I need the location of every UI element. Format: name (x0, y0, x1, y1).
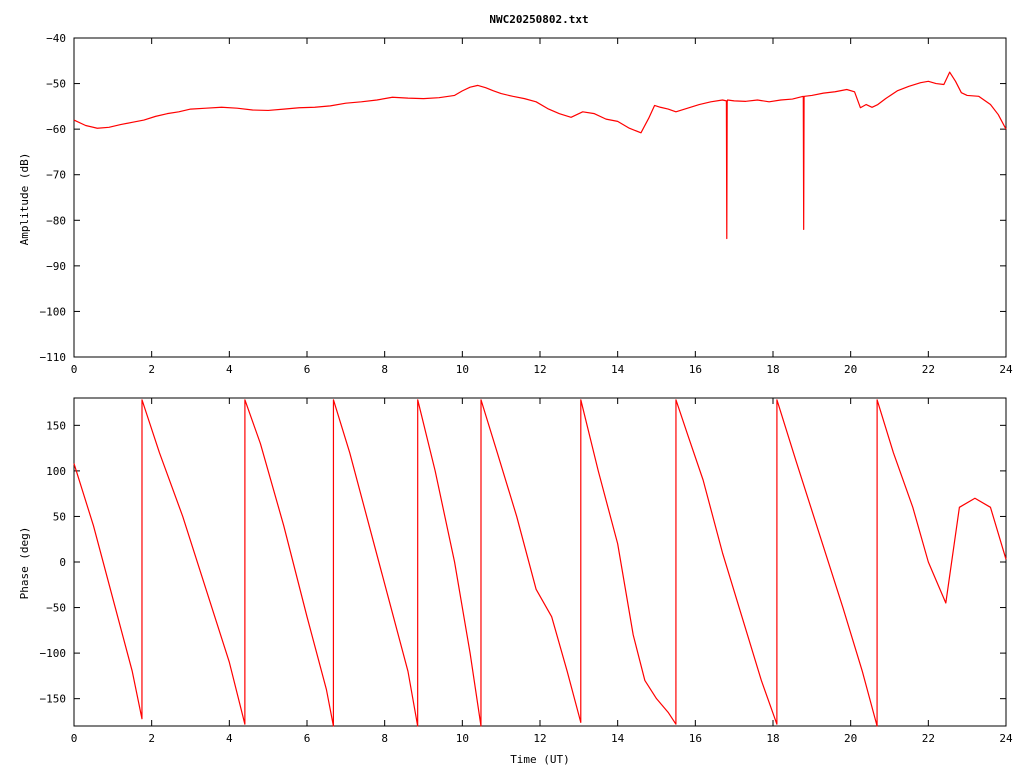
phase-y-tick-label: −150 (40, 693, 67, 706)
phase-plot-frame (73, 397, 1007, 727)
amplitude-y-tick-label: −90 (46, 260, 66, 273)
amplitude-y-tick-label: −60 (46, 123, 66, 136)
phase-x-tick-label: 12 (533, 732, 546, 745)
phase-y-tick-label: 50 (53, 510, 66, 523)
amplitude-y-tick-label: −50 (46, 78, 66, 91)
phase-y-tick-label: 150 (46, 419, 66, 432)
phase-y-tick-label: −100 (40, 647, 67, 660)
phase-x-tick-label: 10 (456, 732, 469, 745)
phase-x-tick-label: 14 (611, 732, 625, 745)
phase-x-tick-label: 4 (226, 732, 233, 745)
amplitude-x-tick-label: 20 (844, 363, 857, 376)
amplitude-plot-frame (73, 37, 1007, 358)
amplitude-y-tick-label: −110 (40, 351, 67, 364)
phase-y-axis-label: Phase (deg) (18, 527, 31, 600)
amplitude-x-tick-label: 16 (689, 363, 702, 376)
phase-series-line (73, 399, 1007, 727)
phase-x-tick-label: 8 (381, 732, 388, 745)
amplitude-x-tick-label: 14 (611, 363, 625, 376)
phase-panel: Phase (deg) Time (UT) 0 2 4 6 8 10 12 14 16 18 20 2… (18, 397, 1013, 766)
phase-x-axis-label: Time (UT) (510, 753, 570, 766)
amplitude-y-axis-label: Amplitude (dB) (18, 153, 31, 246)
phase-x-tick-label: 16 (689, 732, 702, 745)
amplitude-series-line (73, 71, 1007, 240)
amplitude-x-tick-label: 0 (71, 363, 78, 376)
phase-y-tick-label: 0 (59, 556, 66, 569)
amplitude-x-tick-label: 2 (148, 363, 155, 376)
amplitude-y-tick-label: −80 (46, 214, 66, 227)
phase-x-tick-label: 20 (844, 732, 857, 745)
amplitude-x-tick-label: 8 (381, 363, 388, 376)
amplitude-y-tick-label: −70 (46, 169, 66, 182)
chart-title: NWC20250802.txt (489, 13, 588, 26)
amplitude-panel: Amplitude (dB) 0 2 4 6 8 10 12 14 16 18 20 22 24−110… (18, 32, 1013, 376)
phase-x-tick-label: 22 (922, 732, 935, 745)
phase-x-tick-label: 6 (304, 732, 311, 745)
phase-x-tick-label: 18 (766, 732, 779, 745)
amplitude-x-tick-label: 4 (226, 363, 233, 376)
amplitude-y-tick-label: −100 (40, 305, 67, 318)
amplitude-x-tick-label: 12 (533, 363, 546, 376)
amplitude-y-tick-label: −40 (46, 32, 66, 45)
amplitude-x-tick-label: 24 (999, 363, 1013, 376)
phase-y-tick-label: 100 (46, 465, 66, 478)
amplitude-x-tick-label: 6 (304, 363, 311, 376)
phase-x-tick-label: 24 (999, 732, 1013, 745)
phase-x-tick-label: 2 (148, 732, 155, 745)
amplitude-x-tick-label: 18 (766, 363, 779, 376)
amplitude-x-tick-label: 22 (922, 363, 935, 376)
amplitude-x-tick-label: 10 (456, 363, 469, 376)
phase-x-tick-label: 0 (71, 732, 78, 745)
phase-y-tick-label: −50 (46, 602, 66, 615)
